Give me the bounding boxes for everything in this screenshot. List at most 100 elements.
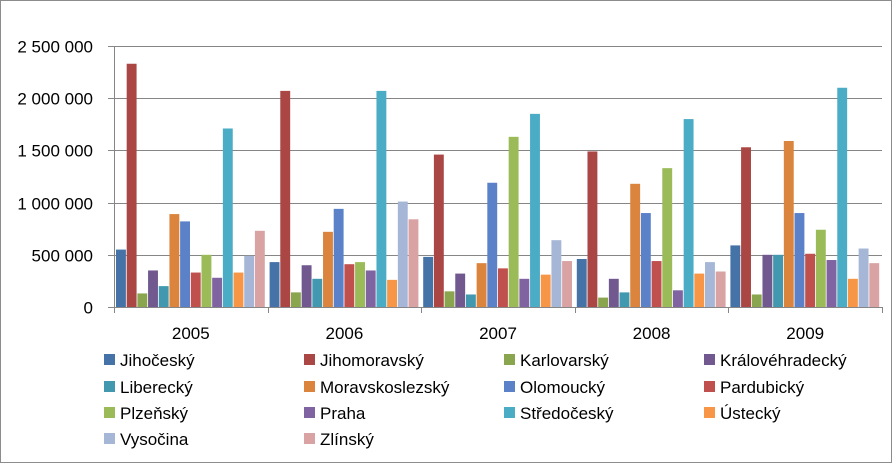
bar bbox=[773, 254, 784, 307]
bar bbox=[762, 254, 773, 307]
bar bbox=[783, 141, 794, 307]
bar bbox=[705, 262, 715, 307]
legend-item: Jihočeský bbox=[104, 351, 195, 370]
bar bbox=[498, 268, 508, 307]
bar bbox=[869, 263, 880, 307]
bar bbox=[444, 291, 455, 307]
bar bbox=[858, 248, 869, 307]
bar bbox=[169, 214, 180, 307]
bar bbox=[344, 264, 355, 307]
legend-item: Zlínský bbox=[304, 430, 374, 449]
gridlines bbox=[114, 46, 882, 256]
axes bbox=[108, 46, 883, 313]
legend-swatch bbox=[104, 433, 115, 444]
bar bbox=[455, 273, 466, 307]
bar bbox=[323, 231, 333, 307]
bar bbox=[630, 183, 641, 307]
bar bbox=[465, 294, 476, 307]
bar bbox=[254, 230, 265, 307]
bar bbox=[355, 262, 365, 307]
x-tick-label: 2009 bbox=[786, 324, 824, 343]
legend-item: Vysočina bbox=[104, 430, 189, 449]
legend-swatch bbox=[704, 354, 715, 365]
bar bbox=[741, 147, 751, 307]
bar bbox=[397, 201, 408, 307]
bar bbox=[158, 286, 169, 307]
legend-swatch bbox=[304, 407, 315, 418]
x-tick-label: 2007 bbox=[479, 324, 517, 343]
bar bbox=[519, 278, 530, 307]
bar bbox=[301, 265, 312, 307]
bar bbox=[423, 256, 434, 307]
bar bbox=[137, 293, 148, 307]
bar bbox=[476, 263, 487, 307]
bar bbox=[715, 271, 726, 307]
legend-label: Olomoucký bbox=[520, 378, 606, 397]
bar bbox=[180, 221, 190, 307]
y-tick-label: 2 500 000 bbox=[17, 38, 93, 57]
bar bbox=[815, 229, 826, 307]
legend-label: Plzeňský bbox=[120, 404, 189, 423]
bar bbox=[730, 245, 741, 307]
bar bbox=[190, 272, 201, 307]
bar bbox=[408, 219, 419, 307]
legend-swatch bbox=[304, 354, 315, 365]
legend-label: Zlínský bbox=[320, 430, 374, 449]
bar bbox=[222, 128, 233, 307]
bar bbox=[587, 151, 598, 307]
bar bbox=[608, 278, 619, 307]
bar bbox=[376, 90, 387, 307]
bar bbox=[280, 90, 291, 307]
bar bbox=[365, 270, 376, 307]
legend-swatch bbox=[504, 354, 515, 365]
legend-swatch bbox=[304, 381, 315, 392]
bar bbox=[651, 261, 662, 307]
legend-item: Ústecký bbox=[704, 404, 781, 423]
legend-label: Vysočina bbox=[120, 430, 189, 449]
legend-swatch bbox=[104, 407, 115, 418]
bar bbox=[244, 255, 255, 307]
y-tick-label: 1 000 000 bbox=[17, 195, 93, 214]
y-tick-label: 0 bbox=[84, 299, 93, 318]
bar bbox=[562, 261, 572, 307]
legend-item: Plzeňský bbox=[104, 404, 189, 423]
legend-item: Karlovarský bbox=[504, 351, 609, 370]
legend-swatch bbox=[504, 381, 515, 392]
bar bbox=[333, 208, 344, 307]
bar bbox=[540, 274, 551, 307]
bar bbox=[269, 262, 280, 307]
bar bbox=[116, 249, 126, 307]
legend-item: Praha bbox=[304, 404, 366, 423]
legend-label: Jihomoravský bbox=[320, 351, 424, 370]
bar bbox=[576, 258, 587, 307]
bar bbox=[508, 136, 519, 307]
bar bbox=[826, 260, 837, 307]
legend-label: Praha bbox=[320, 404, 366, 423]
bar bbox=[312, 278, 323, 307]
bar bbox=[487, 182, 498, 307]
y-axis-ticks: 0 500 000 1 000 000 1 500 000 2 000 000 2 500… bbox=[17, 38, 93, 318]
legend-swatch bbox=[304, 433, 315, 444]
legend-item: Středočeský bbox=[504, 404, 614, 423]
x-tick-label: 2008 bbox=[633, 324, 671, 343]
bar bbox=[837, 87, 848, 307]
legend-swatch bbox=[104, 381, 115, 392]
bar bbox=[683, 119, 694, 307]
legend: Jihočeský Jihomoravský Karlovarský Královéh… bbox=[104, 351, 847, 449]
bar bbox=[794, 213, 805, 307]
legend-label: Karlovarský bbox=[520, 351, 609, 370]
legend-swatch bbox=[704, 407, 715, 418]
y-tick-label: 1 500 000 bbox=[17, 142, 93, 161]
bar bbox=[662, 168, 673, 307]
x-axis-labels: 2005 2006 2007 2008 2009 bbox=[172, 324, 824, 343]
legend-swatch bbox=[704, 381, 715, 392]
bar bbox=[847, 278, 858, 307]
bar bbox=[530, 113, 540, 307]
x-tick-label: 2006 bbox=[325, 324, 363, 343]
legend-item: Moravskoslezský bbox=[304, 378, 450, 397]
legend-label: Pardubický bbox=[720, 378, 805, 397]
bar bbox=[290, 292, 301, 307]
legend-item: Královéhradecký bbox=[704, 351, 847, 370]
